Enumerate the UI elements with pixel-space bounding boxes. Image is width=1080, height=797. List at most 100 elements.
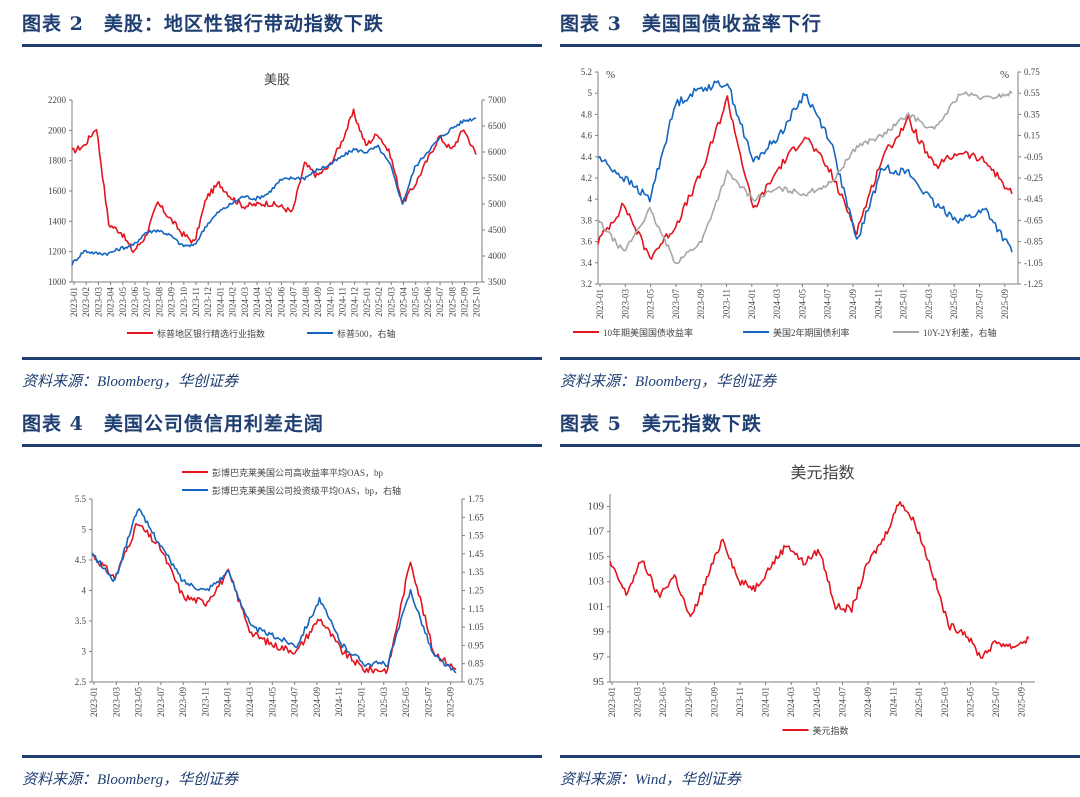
y2-tick-label: 5500 <box>488 173 507 183</box>
series-line-0 <box>609 501 1030 659</box>
x-tick-label: 2025-01 <box>899 289 909 319</box>
x-tick-label: 2024-01 <box>747 289 757 319</box>
y-tick-label: 97 <box>593 651 605 663</box>
figure-3-panel: 图表 3 美国国债收益率下行 3.2 3.4 3.6 3.8 4 4.2 4.4 4.6 4.8… <box>560 6 1080 396</box>
x-tick-label: 2023-01 <box>595 289 605 319</box>
series-line-1 <box>597 80 1013 253</box>
figure-2-title: 图表 2 美股：地区性银行带动指数下跌 <box>22 13 384 35</box>
x-tick-label: 2024-11 <box>873 289 883 319</box>
x-tick-label: 2024-12 <box>350 287 360 317</box>
y-tick-label: 3.4 <box>581 258 593 268</box>
x-tick-label: 2025-06 <box>423 287 433 317</box>
x-tick-label: 2024-09 <box>313 287 323 317</box>
chart-title: 美股 <box>264 72 290 87</box>
x-tick-label: 2025-01 <box>356 687 366 717</box>
x-tick-label: 2023-03 <box>620 289 630 319</box>
series-line-1 <box>91 508 457 674</box>
y-tick-label: 4.4 <box>581 152 593 162</box>
x-tick-label: 2025-07 <box>975 289 985 319</box>
x-tick-label: 2024-05 <box>264 287 274 317</box>
x-tick-label: 2023-07 <box>671 289 681 319</box>
svg-text:%: % <box>1000 69 1009 81</box>
x-tick-label: 2024-03 <box>245 687 255 717</box>
x-tick-label: 2024-05 <box>812 687 822 717</box>
y2-tick-label: 1.55 <box>468 531 484 541</box>
x-tick-label: 2025-05 <box>965 687 975 717</box>
x-tick-label: 2023-05 <box>118 287 128 317</box>
x-tick-label: 2024-11 <box>334 687 344 717</box>
x-tick-label: 2024-07 <box>289 287 299 317</box>
y-tick-label: 4.2 <box>581 173 592 183</box>
x-tick-label: 2024-11 <box>889 687 899 717</box>
plot-area: 95 97 99 101 103 105 107 109 2023-01 2023-03 2023-… <box>588 494 1035 717</box>
y-tick-label: 1400 <box>48 216 67 226</box>
x-tick-label: 2024-03 <box>772 289 782 319</box>
y-tick-label: 105 <box>588 551 605 563</box>
y2-tick-label: 1.05 <box>468 622 484 632</box>
series-line-0 <box>91 523 457 675</box>
x-tick-label: 2023-02 <box>81 287 91 317</box>
y2-tick-label: 1.45 <box>468 549 484 559</box>
figure-5-panel: 图表 5 美元指数下跌 95 97 99 101 103 105 107 109 2023-01… <box>560 406 1080 796</box>
y2-tick-label: 4000 <box>488 251 507 261</box>
x-tick-label: 2024-01 <box>761 687 771 717</box>
x-tick-label: 2023-11 <box>191 287 201 317</box>
y-tick-label: 1200 <box>48 247 67 257</box>
x-tick-label: 2024-05 <box>267 687 277 717</box>
y-tick-label: 4 <box>588 194 593 204</box>
y2-tick-label: -0.25 <box>1024 173 1043 183</box>
x-tick-label: 2023-11 <box>200 687 210 717</box>
us-treasury-yield-chart: 3.2 3.4 3.6 3.8 4 4.2 4.4 4.6 4.8 5 5.2 -1.25 -1.05 -… <box>573 67 1043 338</box>
y-tick-label: 4 <box>82 586 87 596</box>
x-tick-label: 2024-09 <box>312 687 322 717</box>
x-tick-label: 2023-08 <box>154 287 164 317</box>
series-line-0 <box>597 95 1013 260</box>
y-tick-label: 3.5 <box>75 616 87 626</box>
x-tick-label: 2025-05 <box>411 287 421 317</box>
figure-5-title: 图表 5 美元指数下跌 <box>560 413 762 435</box>
x-tick-label: 2023-12 <box>203 287 213 317</box>
x-tick-label: 2025-03 <box>379 687 389 717</box>
x-tick-label: 2025-05 <box>949 289 959 319</box>
x-tick-label: 2025-09 <box>446 687 456 717</box>
legend-label: 美元指数 <box>813 725 849 736</box>
series-line-2 <box>597 90 1013 264</box>
x-tick-label: 2023-09 <box>167 287 177 317</box>
x-tick-label: 2025-07 <box>423 687 433 717</box>
y2-tick-label: 1.65 <box>468 512 484 522</box>
y2-tick-label: 1.35 <box>468 567 484 577</box>
y-tick-label: 2200 <box>48 95 67 105</box>
y2-tick-label: 4500 <box>488 225 507 235</box>
y-tick-label: 5 <box>82 525 87 535</box>
source-rule <box>560 755 1080 758</box>
y2-tick-label: -1.25 <box>1024 279 1043 289</box>
figure-4-title: 图表 4 美国公司债信用利差走阔 <box>22 413 324 435</box>
y-tick-label: 109 <box>588 501 605 513</box>
x-tick-label: 2024-06 <box>276 287 286 317</box>
x-tick-label: 2024-03 <box>786 687 796 717</box>
x-tick-label: 2025-01 <box>362 287 372 317</box>
dollar-index-chart: 95 97 99 101 103 105 107 109 2023-01 2023-03 2023-… <box>588 464 1035 736</box>
x-tick-label: 2023-05 <box>658 687 668 717</box>
y2-tick-label: 0.75 <box>468 677 484 687</box>
x-tick-label: 2025-03 <box>924 289 934 319</box>
x-tick-label: 2023-03 <box>93 287 103 317</box>
x-tick-label: 2023-09 <box>709 687 719 717</box>
x-tick-label: 2023-03 <box>111 687 121 717</box>
x-tick-label: 2025-03 <box>386 287 396 317</box>
x-tick-label: 2023-09 <box>178 687 188 717</box>
y-tick-label: 2.5 <box>75 677 87 687</box>
x-tick-label: 2024-08 <box>301 287 311 317</box>
plot-area: 2.5 3 3.5 4 4.5 5 5.5 0.75 0.85 0.95 1.05 1.15 1.25 1… <box>75 494 485 717</box>
title-rule <box>560 44 1080 47</box>
y-tick-label: 4.6 <box>581 131 593 141</box>
figure-2-source: 资料来源：Bloomberg，华创证券 <box>22 374 239 390</box>
legend-label: 10Y-2Y利差，右轴 <box>923 327 997 338</box>
x-tick-label: 2025-09 <box>459 287 469 317</box>
x-tick-label: 2024-07 <box>823 289 833 319</box>
legend-label: 彭博巴克莱美国公司投资级平均OAS，bp，右轴 <box>212 485 401 496</box>
x-tick-label: 2024-09 <box>863 687 873 717</box>
legend-label: 美国2年期国债利率 <box>773 327 850 338</box>
x-tick-label: 2024-11 <box>337 287 347 317</box>
x-tick-label: 2023-01 <box>69 287 79 317</box>
